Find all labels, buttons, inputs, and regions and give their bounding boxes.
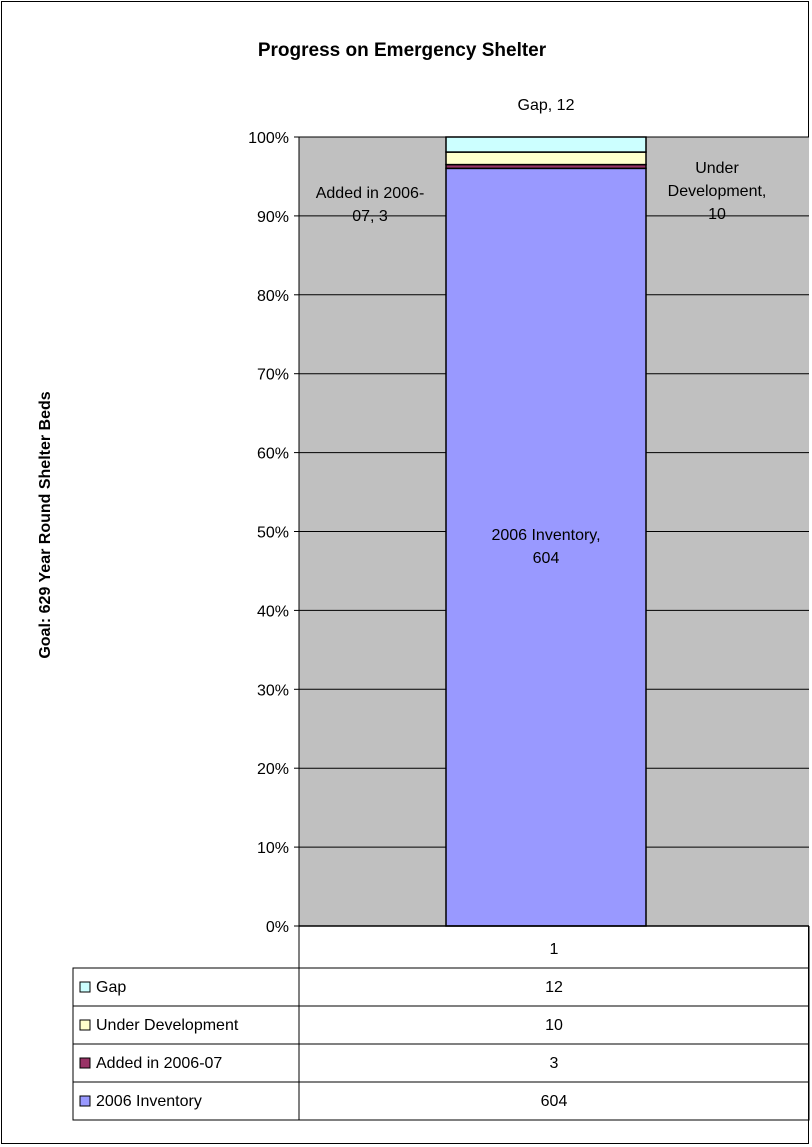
- bar-segment-2006-inventory: [445, 167, 647, 927]
- y-tick-label: 70%: [257, 367, 289, 384]
- table-row: [72, 967, 810, 1007]
- y-tick-label: 50%: [257, 525, 289, 542]
- table-value: 10: [545, 1017, 563, 1034]
- legend-swatch: [79, 1057, 91, 1069]
- bar-segment-under-development: [445, 151, 647, 166]
- table-value: 12: [545, 979, 563, 996]
- y-axis-label: Goal: 629 Year Round Shelter Beds: [37, 391, 54, 658]
- legend-label: Under Development: [96, 1017, 239, 1034]
- y-tick-label: 20%: [257, 761, 289, 778]
- y-tick-label: 90%: [257, 209, 289, 226]
- y-tick-label: 60%: [257, 446, 289, 463]
- data-label: Gap, 12: [518, 97, 575, 114]
- data-label: Added in 2006-07, 3: [316, 185, 425, 225]
- chart-title: Progress on Emergency Shelter: [258, 40, 547, 61]
- legend-swatch: [79, 1019, 91, 1031]
- legend-label: Added in 2006-07: [96, 1055, 222, 1072]
- table-value: 604: [541, 1093, 568, 1110]
- table-row: [72, 1081, 810, 1121]
- data-label: 2006 Inventory, 604: [491, 527, 600, 567]
- legend-label: 2006 Inventory: [96, 1093, 202, 1110]
- table-value: 3: [550, 1055, 559, 1072]
- legend-swatch: [79, 1095, 91, 1107]
- y-tick-label: 0%: [266, 919, 289, 936]
- data-label: Under Development, 10: [668, 160, 767, 223]
- y-tick-label: 100%: [248, 130, 289, 147]
- y-tick-label: 80%: [257, 288, 289, 305]
- table-header: 1: [550, 941, 559, 958]
- y-tick-label: 40%: [257, 603, 289, 620]
- legend-swatch: [79, 981, 91, 993]
- y-tick-label: 30%: [257, 682, 289, 699]
- legend-label: Gap: [96, 979, 126, 996]
- y-tick-label: 10%: [257, 840, 289, 857]
- bar-segment-gap: [445, 136, 647, 153]
